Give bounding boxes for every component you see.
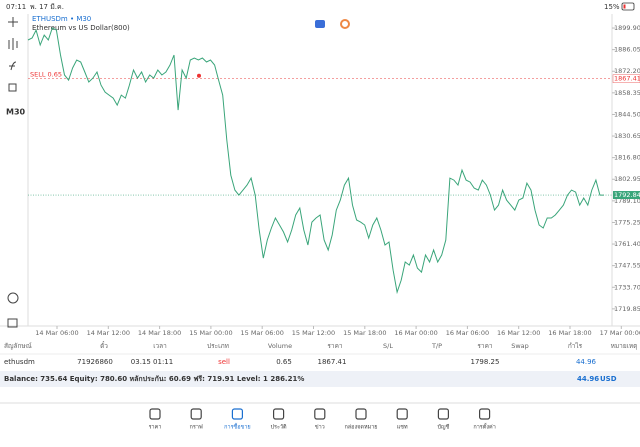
nav-label[interactable]: กราฟ <box>190 424 203 431</box>
toolbar-icons[interactable] <box>7 17 19 328</box>
table-header: Swap <box>511 342 529 350</box>
table-cell: sell <box>218 358 230 366</box>
nav-label[interactable]: แชท <box>397 424 408 431</box>
status-battery: 15% <box>604 3 620 11</box>
nav-label[interactable]: บัญชี <box>437 424 449 431</box>
table-header: ตั๋ว <box>100 341 108 350</box>
nav-label[interactable]: การซื้อขาย <box>224 423 250 431</box>
nav-icon[interactable] <box>437 408 449 420</box>
table-header: หมายเหตุ <box>611 342 638 350</box>
nav-label[interactable]: การตั้งค่า <box>473 423 495 431</box>
table-header: S/L <box>383 342 393 350</box>
y-tick-label: 1899.90 <box>614 24 640 32</box>
nav-icon[interactable] <box>273 408 285 420</box>
table-cell: 1867.41 <box>318 358 347 366</box>
chart-button[interactable] <box>315 20 325 28</box>
y-tick-label: 1719.85 <box>614 305 640 313</box>
objects-icon[interactable] <box>8 83 17 92</box>
nav-icon[interactable] <box>190 408 202 420</box>
x-tick-label: 15 Mar 12:00 <box>292 329 335 337</box>
y-tick-label: 1775.25 <box>614 218 640 226</box>
x-tick-label: 16 Mar 18:00 <box>548 329 591 337</box>
symbol-description: Ethereum vs US Dollar(800) <box>32 24 130 32</box>
order-label: SELL 0.65 <box>30 71 62 79</box>
nav-icon[interactable] <box>231 408 243 420</box>
battery-level <box>623 4 626 9</box>
y-tick-label: 1844.50 <box>614 110 640 118</box>
indicator-icon[interactable] <box>8 38 18 50</box>
status-time: 07:11 <box>6 3 26 11</box>
y-tick-label: 1830.65 <box>614 132 640 140</box>
y-tick-label: 1747.55 <box>614 262 640 270</box>
balance-bar <box>0 371 640 387</box>
x-tick-label: 15 Mar 06:00 <box>240 329 283 337</box>
balance-profit: 44.96 <box>577 375 599 383</box>
x-tick-label: 17 Mar 00:00 <box>600 329 640 337</box>
y-tick-label: 1789.10 <box>614 197 640 205</box>
table-header: ประเภท <box>207 342 229 350</box>
y-tick-label: 1858.35 <box>614 89 640 97</box>
y-tick-label: 1802.95 <box>614 175 640 183</box>
y-tick-label: 1872.20 <box>614 67 640 75</box>
x-tick-label: 14 Mar 18:00 <box>138 329 181 337</box>
table-header: กำไร <box>568 342 583 350</box>
current-price-label: 1792.84 <box>614 191 640 199</box>
table-cell: ethusdm <box>4 358 35 366</box>
y-tick-label: 1733.70 <box>614 283 640 291</box>
table-header: ราคา <box>327 342 342 350</box>
table-header: ราคา <box>477 342 492 350</box>
balance-currency: USD <box>600 375 617 383</box>
table-cell: 1798.25 <box>471 358 500 366</box>
table-header: สัญลักษณ์ <box>4 342 32 350</box>
x-tick-label: 16 Mar 06:00 <box>446 329 489 337</box>
status-date: พ. 17 มี.ค. <box>30 3 64 11</box>
table-cell: 71926860 <box>77 358 113 366</box>
y-tick-label: 1886.05 <box>614 46 640 54</box>
table-header: T/P <box>431 342 442 350</box>
nav-label[interactable]: กล่องจดหมาย <box>344 425 377 431</box>
nav-icon[interactable] <box>479 408 491 420</box>
chart-button[interactable] <box>340 19 350 29</box>
order-marker <box>197 73 201 78</box>
x-tick-label: 15 Mar 18:00 <box>343 329 386 337</box>
x-tick-label: 15 Mar 00:00 <box>189 329 232 337</box>
y-tick-label: 1816.80 <box>614 154 640 162</box>
x-tick-label: 14 Mar 06:00 <box>35 329 78 337</box>
battery-icon <box>621 2 635 11</box>
x-tick-label: 16 Mar 12:00 <box>497 329 540 337</box>
add-icon[interactable] <box>7 318 18 328</box>
x-tick-label: 14 Mar 12:00 <box>87 329 130 337</box>
x-tick-label: 16 Mar 00:00 <box>394 329 437 337</box>
order-price-label: 1867.41 <box>614 75 640 83</box>
crosshair-icon[interactable] <box>8 17 18 27</box>
timeframe[interactable]: M30 <box>6 108 26 117</box>
nav-label[interactable]: ราคา <box>149 425 162 431</box>
history-icon[interactable] <box>7 292 19 304</box>
table-header: Volume <box>268 342 292 350</box>
nav-icon[interactable] <box>314 408 326 420</box>
table-cell: 0.65 <box>276 358 292 366</box>
nav-label[interactable]: ข่าว <box>315 425 325 431</box>
nav-icon[interactable] <box>149 408 161 420</box>
nav-icon[interactable] <box>355 408 367 420</box>
price-line <box>27 27 604 295</box>
nav-label[interactable]: ประวัติ <box>271 424 287 431</box>
function-icon[interactable] <box>9 61 17 71</box>
order-price-box <box>612 74 640 83</box>
symbol-title: ETHUSDm • M30 <box>32 15 91 23</box>
table-header: เวลา <box>153 342 167 350</box>
balance-text: Balance: 735.64 Equity: 780.60 หลักประกั… <box>4 375 304 383</box>
current-price-box <box>613 191 640 200</box>
y-tick-label: 1761.40 <box>614 240 640 248</box>
table-cell: 44.96 <box>576 358 597 366</box>
nav-icon[interactable] <box>396 408 408 420</box>
table-cell: 03.15 01:11 <box>131 358 173 366</box>
